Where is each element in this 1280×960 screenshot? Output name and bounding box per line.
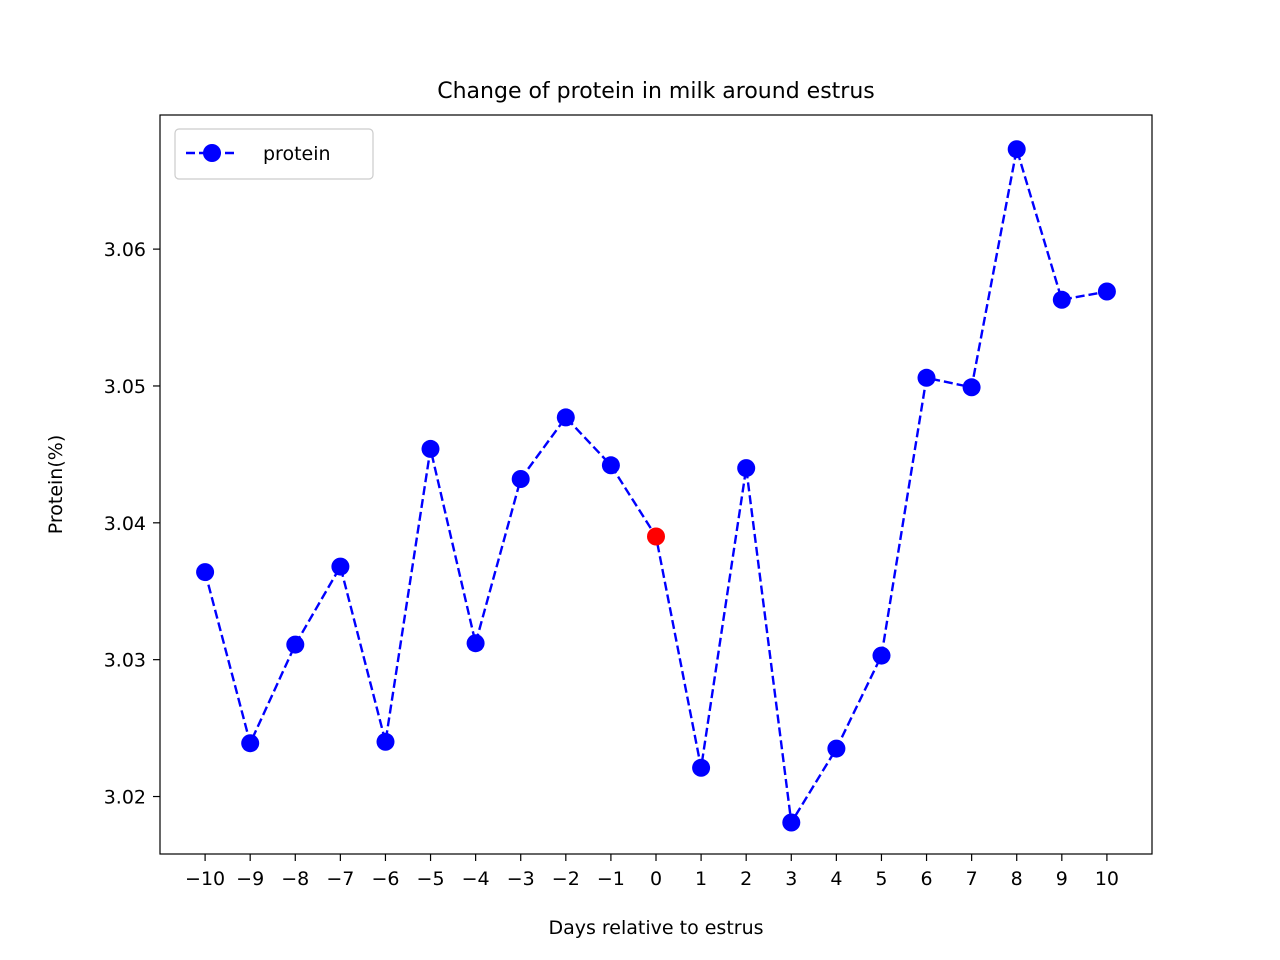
x-tick-label: −3 <box>507 868 535 890</box>
plot-area <box>159 114 1153 855</box>
data-point <box>376 732 395 751</box>
x-tick-label: −7 <box>326 868 354 890</box>
data-point <box>511 470 530 488</box>
y-tick-label: 3.06 <box>104 239 146 261</box>
x-tick-label: 5 <box>875 868 887 890</box>
legend-label-protein: protein <box>263 143 331 165</box>
data-point <box>872 646 891 665</box>
data-point <box>1052 290 1071 309</box>
legend: protein <box>174 128 374 180</box>
x-tick-label: −10 <box>185 868 225 890</box>
data-point <box>827 739 846 758</box>
data-point <box>241 734 260 753</box>
x-tick-label: 2 <box>740 868 752 890</box>
data-point <box>421 439 440 458</box>
series-protein <box>196 140 1116 832</box>
y-tick-label: 3.03 <box>104 650 146 672</box>
data-point <box>962 378 981 397</box>
data-point <box>1007 140 1026 159</box>
data-point <box>196 563 215 582</box>
chart-title: Change of protein in milk around estrus <box>437 79 874 104</box>
series-markers-protein <box>196 140 1116 832</box>
x-tick-label: −8 <box>281 868 309 890</box>
y-tick-label: 3.05 <box>104 376 146 398</box>
x-tick-label: 1 <box>695 868 707 890</box>
data-point <box>331 557 350 576</box>
y-tick-label: 3.04 <box>104 513 146 535</box>
x-tick-label: 6 <box>920 868 932 890</box>
y-tick-label: 3.02 <box>104 787 146 809</box>
x-tick-label: 10 <box>1095 868 1119 890</box>
x-tick-label: −1 <box>597 868 625 890</box>
data-point <box>782 813 801 832</box>
data-point <box>917 368 936 387</box>
x-axis: −10 −9 −8 −7 −6 −5 −4 −3 −2 −1 0 1 2 3 4 5 6 7 8 9 10 <box>185 854 1119 890</box>
x-tick-label: 4 <box>830 868 842 890</box>
legend-marker-sample <box>203 144 221 162</box>
x-tick-label: 7 <box>966 868 978 890</box>
data-point <box>556 408 575 427</box>
data-point <box>692 758 711 777</box>
x-axis-label: Days relative to estrus <box>548 917 763 939</box>
x-tick-label: −9 <box>236 868 264 890</box>
data-point-highlight <box>647 527 665 546</box>
data-point <box>601 456 620 475</box>
data-point <box>466 634 485 653</box>
x-tick-label: 8 <box>1011 868 1023 890</box>
y-axis: 3.02 3.03 3.04 3.05 3.06 <box>104 239 160 809</box>
data-point <box>1097 282 1116 301</box>
x-tick-label: −4 <box>462 868 490 890</box>
x-tick-label: −2 <box>552 868 580 890</box>
x-tick-label: −6 <box>371 868 399 890</box>
x-tick-label: 0 <box>650 868 662 890</box>
x-tick-label: 9 <box>1056 868 1068 890</box>
y-axis-label: Protein(%) <box>45 435 67 534</box>
data-point <box>286 635 305 654</box>
x-tick-label: 3 <box>785 868 797 890</box>
legend-box <box>174 128 374 180</box>
data-point <box>737 459 756 478</box>
x-tick-label: −5 <box>417 868 445 890</box>
